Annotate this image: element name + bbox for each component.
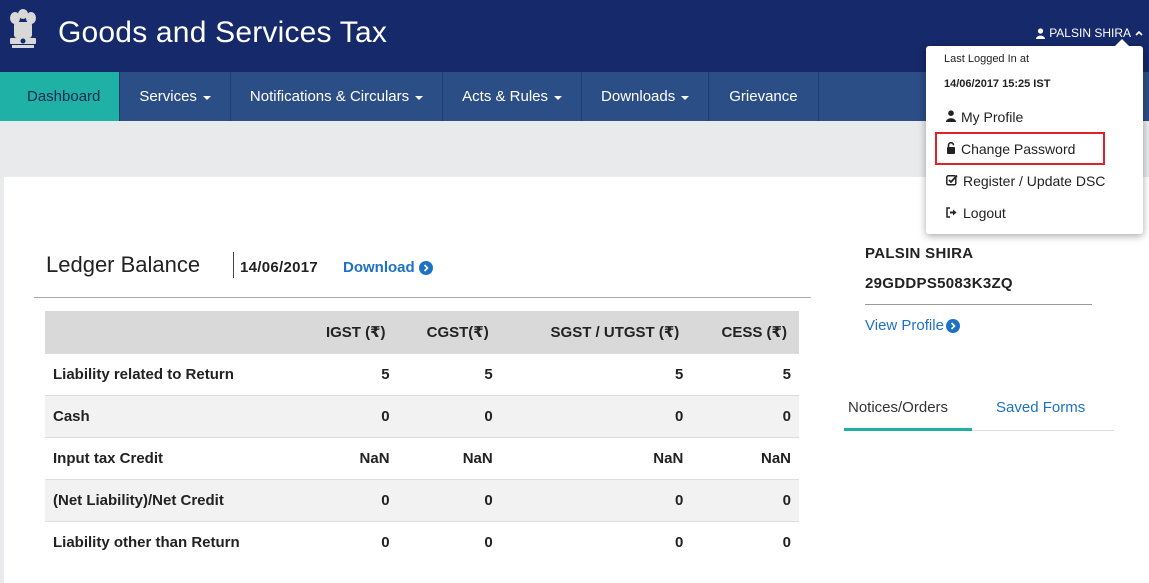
table-cell: 5 (275, 352, 398, 395)
caret-down-icon (554, 95, 563, 100)
nav-label: Acts & Rules (462, 88, 549, 105)
table-row: (Net Liability)/Net Credit 0 0 0 0 (45, 478, 799, 521)
nav-label: Grievance (729, 88, 798, 105)
view-profile-link[interactable]: View Profile (865, 317, 960, 334)
table-cell: 0 (500, 478, 692, 521)
chevron-right-circle-icon (945, 318, 960, 333)
menu-item-my-profile[interactable]: My Profile (946, 109, 1023, 125)
national-emblem-icon (6, 6, 40, 64)
last-logged-label: Last Logged In at (944, 53, 1030, 65)
download-link[interactable]: Download (343, 259, 433, 276)
nav-grievance[interactable]: Grievance (709, 72, 819, 121)
nav-label: Downloads (601, 88, 676, 105)
table-row: Liability related to Return 5 5 5 5 (45, 352, 799, 395)
table-cell: 5 (691, 352, 799, 395)
table-row: Input tax Credit NaN NaN NaN NaN (45, 436, 799, 479)
nav-label: Services (139, 88, 197, 105)
table-cell: 0 (691, 394, 799, 437)
row-label: Cash (45, 394, 276, 437)
menu-item-label: Change Password (961, 141, 1076, 157)
row-label: (Net Liability)/Net Credit (45, 478, 276, 521)
table-row: Cash 0 0 0 0 (45, 394, 799, 437)
last-logged-value: 14/06/2017 15:25 IST (944, 78, 1051, 90)
menu-item-logout[interactable]: Logout (946, 205, 1006, 221)
column-header: IGST (₹) (275, 311, 398, 353)
tab-notices-orders[interactable]: Notices/Orders (844, 393, 972, 431)
highlight-annotation (935, 132, 1105, 165)
site-header: Goods and Services Tax PALSIN SHIRA (0, 0, 1149, 72)
row-label: Liability other than Return (45, 520, 276, 563)
table-cell: NaN (397, 436, 501, 479)
column-header (45, 311, 276, 353)
row-label: Liability related to Return (45, 352, 276, 395)
table-cell: 0 (397, 394, 501, 437)
table-cell: 0 (397, 520, 501, 563)
user-icon (1036, 27, 1046, 39)
download-label: Download (343, 259, 415, 276)
user-name-label: PALSIN SHIRA (1049, 26, 1131, 40)
profile-gstin: 29GDDPS5083K3ZQ (865, 275, 1013, 292)
table-cell: 0 (691, 478, 799, 521)
nav-acts-rules[interactable]: Acts & Rules (443, 72, 583, 121)
menu-item-label: Logout (963, 205, 1006, 221)
table-cell: 0 (691, 520, 799, 563)
tab-saved-forms[interactable]: Saved Forms (996, 399, 1086, 416)
caret-down-icon (681, 95, 690, 100)
row-label: Input tax Credit (45, 436, 276, 479)
table-cell: 0 (500, 394, 692, 437)
divider (34, 297, 811, 298)
table-cell: NaN (500, 436, 692, 479)
sign-out-icon (946, 205, 958, 221)
view-profile-label: View Profile (865, 317, 944, 334)
user-icon (946, 109, 956, 125)
profile-name: PALSIN SHIRA (865, 245, 974, 262)
chevron-right-circle-icon (418, 260, 433, 275)
table-cell: NaN (275, 436, 398, 479)
menu-item-register-dsc[interactable]: Register / Update DSC (946, 173, 1105, 189)
caret-down-icon (415, 95, 424, 100)
column-header: SGST / UTGST (₹) (500, 311, 692, 353)
menu-item-label: My Profile (961, 109, 1024, 125)
menu-item-change-password[interactable]: Change Password (946, 141, 1075, 157)
chevron-up-icon (1135, 30, 1143, 36)
table-row: Liability other than Return 0 0 0 0 (45, 520, 799, 563)
menu-item-label: Register / Update DSC (963, 173, 1106, 189)
nav-label: Notifications & Circulars (249, 88, 410, 105)
divider (233, 252, 234, 278)
unlock-icon (946, 141, 956, 157)
ledger-date: 14/06/2017 (240, 259, 319, 276)
table-cell: 0 (275, 394, 398, 437)
table-cell: 5 (397, 352, 501, 395)
nav-label: Dashboard (27, 88, 101, 105)
nav-downloads[interactable]: Downloads (582, 72, 710, 121)
column-header: CGST(₹) (397, 311, 501, 353)
nav-notifications[interactable]: Notifications & Circulars (231, 72, 444, 121)
user-menu-toggle[interactable]: PALSIN SHIRA (1036, 26, 1143, 40)
table-cell: NaN (691, 436, 799, 479)
ledger-title: Ledger Balance (46, 252, 201, 277)
site-title: Goods and Services Tax (58, 16, 388, 49)
nav-services[interactable]: Services (120, 72, 231, 121)
table-cell: 5 (500, 352, 692, 395)
ledger-table: IGST (₹) CGST(₹) SGST / UTGST (₹) CESS (… (45, 311, 799, 563)
checkbox-icon (946, 173, 958, 189)
table-cell: 0 (275, 478, 398, 521)
table-cell: 0 (397, 478, 501, 521)
column-header: CESS (₹) (691, 311, 799, 353)
table-header-row: IGST (₹) CGST(₹) SGST / UTGST (₹) CESS (… (45, 311, 799, 353)
notices-tabs: Notices/Orders Saved Forms (844, 393, 1114, 431)
user-dropdown-menu: Last Logged In at 14/06/2017 15:25 IST M… (926, 39, 1143, 234)
table-cell: 0 (500, 520, 692, 563)
caret-down-icon (202, 95, 211, 100)
table-cell: 0 (275, 520, 398, 563)
divider (865, 304, 1092, 305)
nav-dashboard[interactable]: Dashboard (0, 72, 121, 121)
